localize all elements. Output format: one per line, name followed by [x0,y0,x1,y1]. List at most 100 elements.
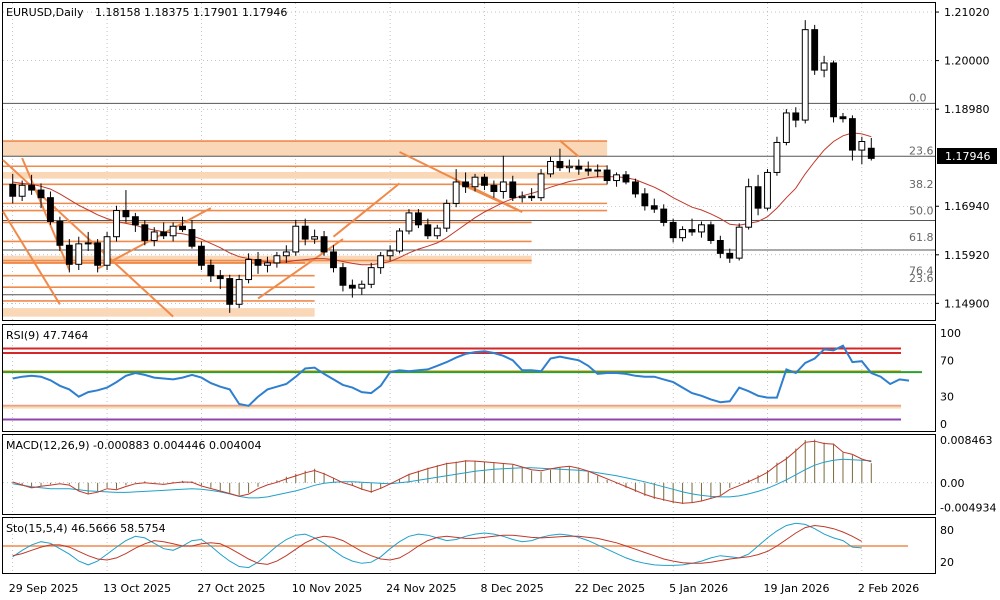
stochastic-lines [12,522,863,569]
price-tick-label: 1.16940 [944,200,990,213]
price-tick-label: 1.15920 [944,249,990,262]
bullish-candle [433,227,441,237]
bullish-candle [311,236,319,240]
bullish-candle [782,112,790,143]
bearish-candle [792,112,800,121]
date-tick-label: 27 Oct 2025 [197,582,265,595]
bullish-candle [367,267,375,285]
rsi-label: RSI(9) 47.7464 [6,329,88,342]
bearish-candle [631,181,639,195]
bearish-candle [226,278,234,305]
macd-main-line [12,440,872,504]
fib-level-label: 23.6 [909,272,934,285]
stochastic-tick-label: 20 [940,556,954,569]
bearish-candle [669,221,677,239]
rsi-level-lines [3,347,922,421]
bearish-candle [575,165,583,170]
bullish-candle [386,250,394,257]
bullish-candle [452,181,460,204]
stochastic-panel-frame [2,517,936,574]
bearish-candle [141,224,149,242]
bullish-candle [518,195,526,199]
bullish-candle [745,186,753,228]
bearish-candle [528,195,536,199]
macd-tick-label: 0.00 [940,477,965,490]
bearish-candle [9,183,17,197]
bullish-candle [169,225,177,237]
stochastic-tick-label: 80 [940,524,954,537]
bearish-candle [830,62,837,118]
stochastic-label: Sto(15,5,4) 46.5666 58.5754 [6,522,166,535]
ohlc-values: 1.18158 1.18375 1.17901 1.17946 [95,6,287,19]
rsi-tick-label: 70 [940,354,954,367]
bearish-candle [867,147,875,159]
last-price-marker [937,148,997,164]
date-tick-label: 22 Dec 2025 [575,582,645,595]
macd-panel-frame [2,434,936,515]
trendline [257,238,344,300]
bullish-candle [245,259,253,281]
macd-label: MACD(12,26,9) -0.000883 0.004446 0.00400… [6,439,261,452]
bearish-candle [254,259,262,266]
price-tick-label: 1.14900 [944,297,990,310]
bullish-candle [443,202,451,229]
bearish-candle [348,284,356,289]
bearish-candle [179,225,186,231]
fib-level-label: 38.2 [909,178,934,191]
bearish-candle [481,176,488,186]
macd-signal-line [12,458,872,499]
price-zone [3,171,608,179]
macd-tick-label: -0.004934 [940,502,996,515]
bullish-candle [537,173,545,199]
bearish-candle [509,181,517,199]
rsi-panel-frame [2,324,936,432]
bullish-candle [405,212,413,232]
bullish-candle [358,283,366,289]
bullish-candle [235,279,243,305]
date-tick-label: 19 Jan 2026 [764,582,830,595]
bearish-candle [716,240,724,254]
bearish-candle [584,168,592,172]
bearish-candle [197,245,205,266]
date-tick-label: 5 Jan 2026 [669,582,728,595]
date-tick-label: 13 Oct 2025 [103,582,171,595]
bearish-candle [462,181,470,188]
bearish-candle [660,208,668,223]
bearish-candle [301,225,309,240]
bearish-candle [556,161,564,169]
fib-level-label: 50.0 [909,205,934,218]
bullish-candle [150,231,158,242]
fib-level-label: 76.4 [909,265,934,278]
bearish-candle [848,118,856,151]
price-tick-label: 1.21020 [944,6,990,19]
trendline [21,157,71,271]
bearish-candle [28,184,36,191]
rsi-line-layer [12,344,910,407]
bullish-candle [801,29,809,121]
bullish-candle [698,224,705,233]
bullish-candle [613,174,620,182]
symbol-label: EURUSD,Daily [6,6,84,19]
bullish-candle [547,161,554,175]
bearish-candle [56,220,64,246]
moving-average-layer [12,132,872,266]
bullish-candle [273,255,281,264]
bullish-candle [396,230,403,252]
fib-level-label: 23.6 [909,145,934,158]
bullish-candle [377,255,385,269]
bullish-candle [565,165,573,169]
bullish-candle [471,176,479,188]
bearish-candle [207,264,215,277]
date-tick-label: 10 Nov 2025 [292,582,362,595]
candlesticks [9,20,875,313]
stochastic-axis-labels: 80 20 [940,524,954,569]
date-axis-labels: 29 Sep 2025 13 Oct 2025 27 Oct 2025 10 Nov … [9,582,920,595]
rsi-tick-label: 30 [940,391,954,404]
bullish-candle [282,251,290,257]
bearish-candle [688,229,696,233]
macd-axis-labels: 0.008463 0.00 -0.004934 [940,434,996,514]
price-tick-label: 1.20000 [944,55,990,68]
bearish-candle [65,244,73,265]
trendline [2,210,61,305]
